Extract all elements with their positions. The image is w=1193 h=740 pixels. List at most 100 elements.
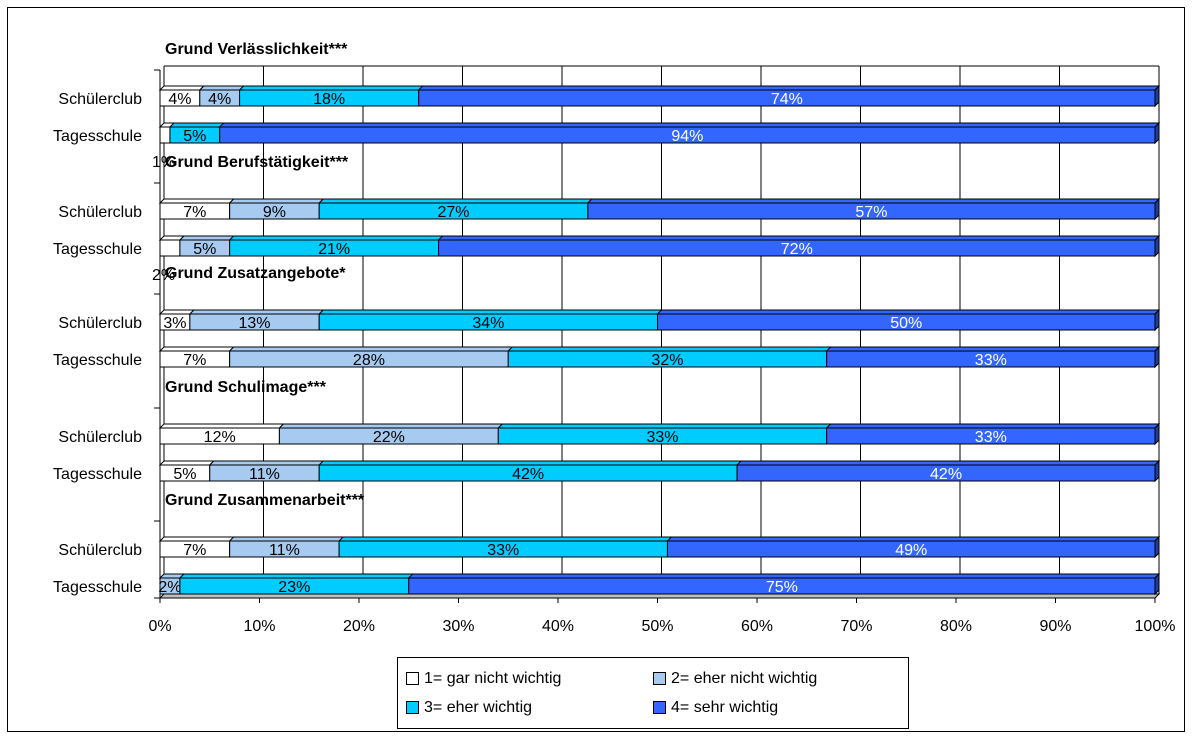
legend-label-4: 4= sehr wichtig (671, 698, 779, 716)
bar-segment-top (228, 346, 514, 352)
bar-segment-top (407, 573, 1161, 579)
data-label: 11% (249, 466, 280, 483)
data-label: 33% (487, 542, 519, 559)
group-title: Grund Schulimage*** (165, 379, 327, 396)
data-label: 12% (204, 429, 236, 446)
legend-label-1: 1= gar nicht wichtig (424, 669, 562, 687)
data-label: 4% (168, 91, 191, 108)
bar-end-face (1154, 459, 1160, 483)
bar-segment-top (188, 309, 325, 315)
category-label: Schülerclub (58, 315, 142, 332)
data-label: 28% (353, 352, 385, 369)
data-label: 13% (239, 315, 271, 332)
category-label: Tagesschule (53, 352, 142, 369)
bar-end-face (1154, 121, 1160, 145)
data-label: 5% (193, 241, 216, 258)
data-label: 7% (183, 542, 206, 559)
x-tick-label: 10% (243, 618, 275, 635)
x-tick-label: 30% (442, 618, 474, 635)
bar-end-face (1154, 84, 1160, 108)
data-label: 5% (173, 466, 196, 483)
data-label: 4% (208, 91, 231, 108)
group-title: Grund Verlässlichkeit*** (165, 41, 348, 58)
category-label: Schülerclub (58, 204, 142, 221)
bar-segment (159, 126, 171, 144)
data-label: 33% (975, 429, 1007, 446)
legend-label-3: 3= eher wichtig (424, 698, 533, 716)
bar-segment-top (825, 346, 1161, 352)
bar-segment-top (497, 423, 832, 429)
data-label: 50% (890, 315, 922, 332)
x-tick-label: 90% (1039, 618, 1071, 635)
group-title: Grund Zusammenarbeit*** (165, 492, 365, 509)
category-label: Tagesschule (53, 466, 142, 483)
data-label: 75% (766, 579, 798, 596)
legend-swatch-1 (406, 672, 419, 685)
data-label: 72% (781, 241, 813, 258)
legend-item-2: 2= eher nicht wichtig (653, 664, 900, 693)
data-label: 7% (183, 204, 206, 221)
bar-segment-top (656, 309, 1161, 315)
data-label: 74% (771, 91, 803, 108)
x-tick-label: 0% (148, 618, 171, 635)
group-title: Grund Zusatzangebote* (165, 265, 346, 282)
bar-segment-top (317, 460, 743, 466)
data-label: 18% (313, 91, 345, 108)
x-tick-label: 20% (343, 618, 375, 635)
x-tick-label: 70% (840, 618, 872, 635)
bar-segment-top (228, 536, 345, 542)
legend-swatch-4 (653, 701, 666, 714)
data-label: 5% (183, 128, 206, 145)
x-tick-label: 80% (940, 618, 972, 635)
data-label: 22% (373, 429, 405, 446)
data-label: 42% (930, 466, 962, 483)
bar-segment-top (586, 198, 1161, 204)
bar-segment-top (158, 198, 235, 204)
data-label: 33% (975, 352, 1007, 369)
bar-segment-top (178, 235, 235, 241)
bar-segment-top (198, 85, 245, 91)
bar-segment-top (178, 573, 414, 579)
category-label: Schülerclub (58, 91, 142, 108)
bar-segment-top (417, 85, 1161, 91)
bar-end-face (1154, 572, 1160, 596)
bar-segment-top (228, 235, 444, 241)
data-label: 1% (152, 154, 175, 171)
bar-segment-top (158, 536, 235, 542)
x-tick-label: 50% (641, 618, 673, 635)
bar-segment-top (168, 122, 225, 128)
bar-end-face (1154, 535, 1160, 559)
bar-segment-top (158, 460, 215, 466)
x-tick-label: 40% (542, 618, 574, 635)
bar-segment-top (158, 85, 206, 91)
data-label: 11% (269, 542, 300, 559)
legend-swatch-2 (653, 672, 666, 685)
bar-segment-top (158, 423, 285, 429)
bar-end-face (1154, 234, 1160, 258)
bar-segment-top (158, 309, 196, 315)
bar-segment-top (208, 460, 325, 466)
category-label: Schülerclub (58, 542, 142, 559)
bar-segment-top (666, 536, 1161, 542)
data-label: 7% (183, 352, 206, 369)
bar-segment-top (278, 423, 504, 429)
data-label: 32% (651, 352, 683, 369)
data-label: 49% (895, 542, 927, 559)
x-tick-label: 100% (1135, 618, 1176, 635)
category-label: Tagesschule (53, 241, 142, 258)
legend-item-3: 3= eher wichtig (406, 693, 653, 722)
legend: 1= gar nicht wichtig 2= eher nicht wicht… (397, 657, 909, 729)
category-label: Tagesschule (53, 128, 142, 145)
bar-segment-top (735, 460, 1161, 466)
data-label: 2% (158, 579, 181, 596)
data-label: 57% (855, 204, 887, 221)
bar-segment-top (507, 346, 832, 352)
bar-segment-top (158, 346, 235, 352)
data-label: 42% (512, 466, 544, 483)
legend-item-4: 4= sehr wichtig (653, 693, 900, 722)
bar-end-face (1154, 197, 1160, 221)
bar-segment-top (337, 536, 673, 542)
legend-swatch-3 (406, 701, 419, 714)
bar-segment-top (218, 122, 1161, 128)
